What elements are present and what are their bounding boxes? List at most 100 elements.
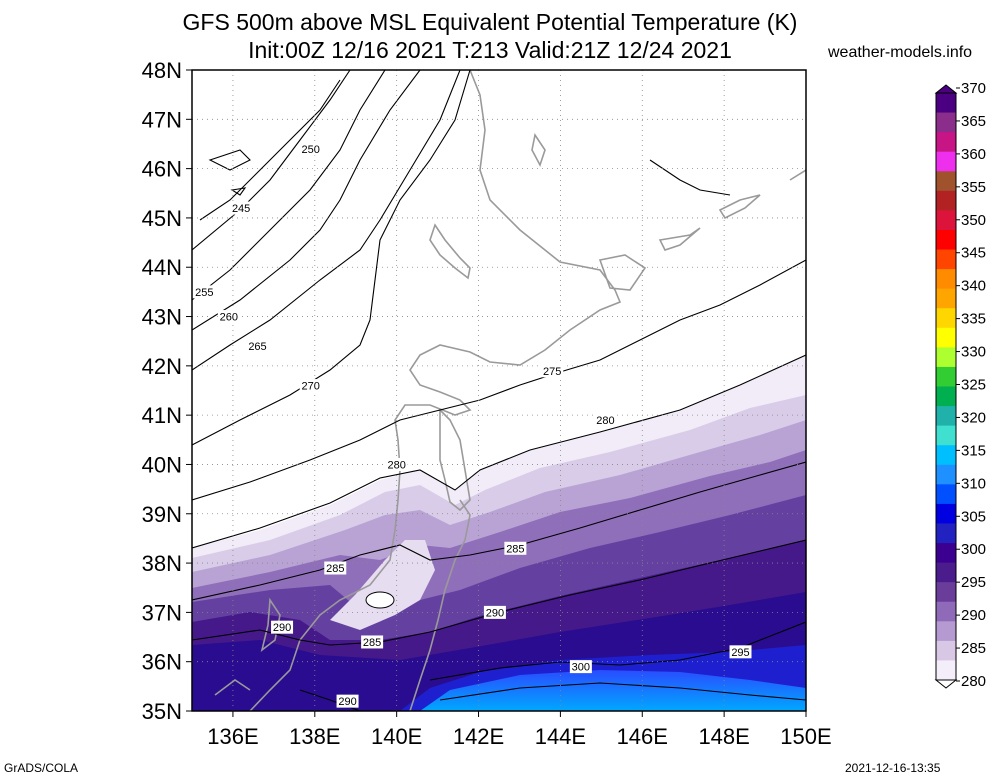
colorbar-label: 345 <box>961 245 986 262</box>
lon-label: 150E <box>780 724 831 749</box>
colorbar-label: 335 <box>961 311 986 328</box>
colorbar-label: 360 <box>961 146 986 163</box>
contour-label: 245 <box>232 203 250 215</box>
source-label: weather-models.info <box>828 44 973 61</box>
contour-label: 300 <box>572 662 590 674</box>
colorbar-max-arrow <box>934 84 958 94</box>
contour-label-bg <box>541 364 564 378</box>
colorbar-label: 320 <box>961 409 986 426</box>
contour-label: 290 <box>273 622 291 634</box>
colorbar-segment <box>936 562 956 583</box>
colorbar-label: 290 <box>961 607 986 624</box>
map-title: GFS 500m above MSL Equivalent Potential … <box>182 9 798 35</box>
contour-label: 295 <box>731 647 749 659</box>
contour-label-bg <box>483 605 506 619</box>
colorbar-label: 370 <box>961 80 986 97</box>
lon-label: 144E <box>535 724 586 749</box>
lat-label: 42N <box>142 354 182 379</box>
lat-label: 45N <box>142 206 182 231</box>
contour-label-bg <box>217 310 240 324</box>
latitude-labels: 48N 47N 46N 45N 44N 43N 42N 41N 40N 39N 38N 37N 36N 3… <box>142 58 182 724</box>
colorbar-segment <box>936 288 956 309</box>
colorbar-segment <box>936 151 956 172</box>
colorbar-segment <box>936 249 956 270</box>
footer-software: GrADS/COLA <box>4 761 79 775</box>
contour-label-bg <box>504 541 527 555</box>
lat-label: 47N <box>142 107 182 132</box>
colorbar-label: 330 <box>961 344 986 361</box>
colorbar-label: 350 <box>961 212 986 229</box>
contour-label: 285 <box>506 543 524 555</box>
lat-label: 38N <box>142 551 182 576</box>
inland-pocket <box>330 540 435 630</box>
colorbar-segment <box>936 308 956 329</box>
lat-label: 43N <box>142 305 182 330</box>
lon-label: 146E <box>617 724 668 749</box>
isotherms <box>192 70 806 711</box>
colorbar-segment <box>936 543 956 564</box>
lon-label: 140E <box>371 724 422 749</box>
axis-ticks <box>186 69 807 717</box>
contour-label: 255 <box>195 287 213 299</box>
colorbar-label: 280 <box>961 673 986 690</box>
colorbar-segment <box>936 171 956 192</box>
colorbar <box>934 84 958 689</box>
colorbar-segment <box>936 347 956 368</box>
colorbar-segment <box>936 327 956 348</box>
lon-label: 148E <box>698 724 749 749</box>
colorbar-label: 285 <box>961 640 986 657</box>
contour-label: 280 <box>596 415 614 427</box>
contour-label: 290 <box>486 607 504 619</box>
lon-label: 136E <box>207 724 258 749</box>
lat-label: 39N <box>142 502 182 527</box>
colorbar-segment <box>936 93 956 114</box>
colorbar-min-arrow <box>934 679 958 689</box>
colorbar-segment <box>936 269 956 290</box>
colorbar-segment <box>936 523 956 544</box>
colorbar-labels: 370 365 360 355 350 345 340 335 330 325 320 315 310 3… <box>956 80 986 690</box>
contour-label-bg <box>230 201 253 215</box>
contour-label: 270 <box>302 381 320 393</box>
contour-label-bg <box>271 620 294 634</box>
colorbar-label: 325 <box>961 377 986 394</box>
colorbar-segment <box>936 112 956 133</box>
contour-label: 250 <box>302 144 320 156</box>
colorbar-label: 295 <box>961 574 986 591</box>
contour-label-bg <box>385 457 408 471</box>
lat-label: 41N <box>142 403 182 428</box>
colorbar-segment <box>936 582 956 603</box>
longitude-labels: 136E 138E 140E 142E 144E 146E 148E 150E <box>207 724 831 749</box>
contour-label-bg <box>336 694 359 708</box>
colorbar-segment <box>936 601 956 622</box>
colorbar-segment <box>936 621 956 642</box>
colorbar-segment <box>936 132 956 153</box>
contour-label: 285 <box>326 563 344 575</box>
contour-label-bg <box>299 142 322 156</box>
colorbar-segment <box>936 366 956 387</box>
contour-label-bg <box>569 660 592 674</box>
contour-label-bg <box>594 413 617 427</box>
colorbar-segment <box>936 503 956 524</box>
contour-label: 290 <box>338 696 356 708</box>
colorbar-segment <box>936 445 956 466</box>
contour-label: 265 <box>248 341 266 353</box>
coastline <box>214 70 806 711</box>
colorbar-label: 310 <box>961 475 986 492</box>
footer-timestamp: 2021-12-16-13:35 <box>845 761 941 775</box>
colorbar-label: 340 <box>961 278 986 295</box>
colorbar-label: 305 <box>961 508 986 525</box>
colorbar-segment <box>936 386 956 407</box>
contour-label-bg <box>324 561 347 575</box>
colorbar-label: 365 <box>961 113 986 130</box>
contour-label: 275 <box>543 366 561 378</box>
colorbar-segment <box>936 484 956 505</box>
lon-label: 138E <box>289 724 340 749</box>
lat-label: 40N <box>142 452 182 477</box>
contour-label: 280 <box>387 459 405 471</box>
colorbar-segment <box>936 425 956 446</box>
contour-label: 285 <box>363 637 381 649</box>
lat-label: 44N <box>142 255 182 280</box>
lon-label: 142E <box>453 724 504 749</box>
lat-label: 35N <box>142 699 182 724</box>
